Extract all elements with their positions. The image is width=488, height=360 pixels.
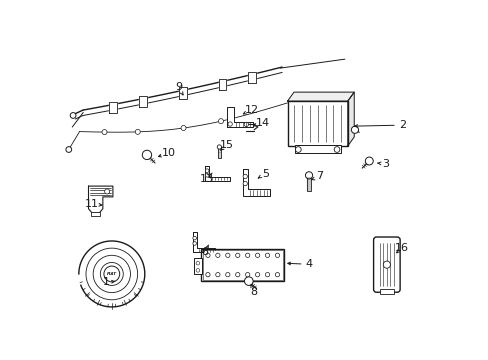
Circle shape [243,174,247,179]
Circle shape [205,273,210,277]
Polygon shape [226,107,253,127]
Circle shape [192,236,196,240]
Bar [203,250,282,280]
Circle shape [205,253,210,257]
Circle shape [135,129,140,134]
Text: 13: 13 [200,174,213,184]
Circle shape [93,255,130,293]
Circle shape [205,174,208,177]
Polygon shape [139,96,146,107]
Text: 2: 2 [398,120,405,130]
Circle shape [255,273,259,277]
Polygon shape [347,92,353,146]
Polygon shape [192,231,214,252]
Circle shape [104,189,109,194]
Circle shape [104,266,120,282]
Circle shape [275,253,279,257]
Text: 8: 8 [250,287,257,297]
Circle shape [106,269,117,279]
Bar [91,212,100,216]
Bar [294,145,340,153]
Circle shape [192,242,196,245]
Bar [193,258,202,274]
Circle shape [196,261,199,265]
Circle shape [215,273,220,277]
Circle shape [225,253,229,257]
Circle shape [227,122,232,126]
Circle shape [225,273,229,277]
Bar [287,101,347,146]
Circle shape [245,273,249,277]
Bar [306,176,310,192]
Text: 14: 14 [255,118,269,128]
Circle shape [255,253,259,257]
Circle shape [205,169,208,172]
Circle shape [86,248,137,300]
Text: FIAT: FIAT [106,272,117,276]
Text: 15: 15 [220,140,234,150]
Polygon shape [204,166,230,181]
Text: 4: 4 [305,259,312,269]
Polygon shape [178,87,186,99]
Text: 12: 12 [244,105,258,115]
Circle shape [142,150,151,159]
Text: 3: 3 [382,159,389,169]
Circle shape [181,126,185,131]
Circle shape [265,273,269,277]
Circle shape [100,262,123,285]
Circle shape [265,253,269,257]
Circle shape [305,172,312,179]
Circle shape [235,253,240,257]
Circle shape [351,126,358,134]
Circle shape [365,157,372,165]
Circle shape [383,261,389,268]
Circle shape [235,273,240,277]
Text: 7: 7 [316,171,323,181]
Bar [379,289,393,294]
Circle shape [243,181,247,186]
Polygon shape [248,72,256,83]
FancyBboxPatch shape [373,237,399,292]
Circle shape [66,147,72,152]
Circle shape [333,147,339,152]
Circle shape [275,273,279,277]
Text: 5: 5 [261,168,268,179]
Circle shape [295,147,301,152]
Polygon shape [218,78,226,90]
Circle shape [217,145,221,149]
Circle shape [70,113,76,118]
Circle shape [102,130,107,135]
Text: 9: 9 [175,82,182,93]
Circle shape [245,253,249,257]
Bar [201,249,284,281]
Circle shape [244,122,248,127]
Text: 1: 1 [103,277,110,287]
Text: 16: 16 [394,243,408,253]
Polygon shape [88,186,113,213]
Polygon shape [287,92,353,101]
Polygon shape [109,102,117,113]
Polygon shape [242,169,269,196]
Text: 11: 11 [85,199,99,210]
Circle shape [244,277,253,285]
Bar [217,148,221,158]
Circle shape [215,253,220,257]
Circle shape [218,119,223,124]
Text: 6: 6 [201,247,208,257]
Text: 10: 10 [161,148,175,158]
Circle shape [196,269,199,272]
